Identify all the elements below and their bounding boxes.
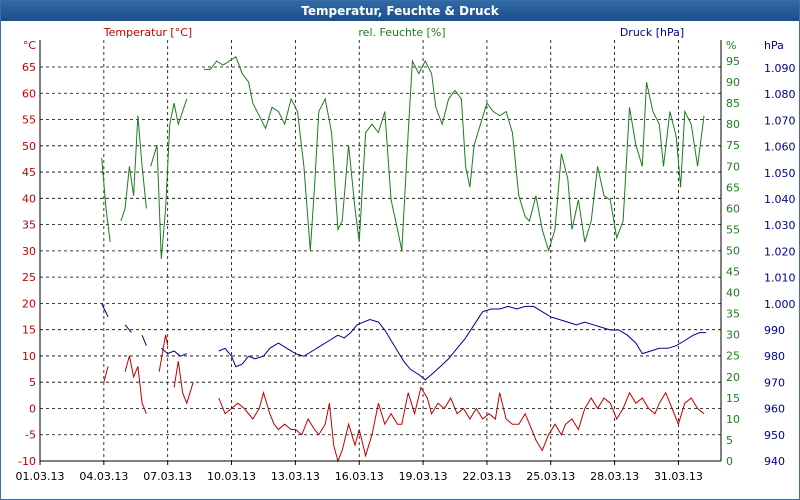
x-tick-label: 28.03.13 <box>590 470 639 483</box>
unit-temperature: °C <box>23 39 37 52</box>
x-tick-label: 04.03.13 <box>79 470 128 483</box>
humidity-tick-label: 70 <box>726 160 740 173</box>
humidity-tick-label: 50 <box>726 244 740 257</box>
humidity-tick-label: 90 <box>726 76 740 89</box>
temp-tick-label: 30 <box>22 245 36 258</box>
series-line-right <box>218 305 707 381</box>
pressure-tick-label: 970 <box>764 376 785 389</box>
humidity-tick-label: 75 <box>726 139 740 152</box>
temp-tick-label: 35 <box>22 219 36 232</box>
humidity-tick-label: 0 <box>726 455 733 468</box>
series-line-left <box>124 355 147 414</box>
temp-tick-label: 45 <box>22 166 36 179</box>
pressure-tick-label: 1.080 <box>764 88 796 101</box>
x-tick-label: 19.03.13 <box>399 470 448 483</box>
pressure-tick-label: 960 <box>764 403 785 416</box>
axes-group <box>39 40 722 462</box>
temp-tick-label: 10 <box>22 350 36 363</box>
humidity-tick-label: 80 <box>726 118 740 131</box>
series-line-middle <box>150 98 188 259</box>
x-tick-label: 25.03.13 <box>526 470 575 483</box>
humidity-tick-label: 5 <box>726 434 733 447</box>
pressure-tick-label: 1.020 <box>764 245 796 258</box>
series-line-left <box>103 366 109 383</box>
pressure-tick-label: 940 <box>764 455 785 468</box>
pressure-tick-label: 1.000 <box>764 298 796 311</box>
series-line-left <box>173 361 194 405</box>
temp-tick-label: 0 <box>29 402 36 415</box>
temp-tick-label: 60 <box>22 87 36 100</box>
series-line-middle <box>120 115 147 222</box>
temp-tick-label: -10 <box>18 455 36 468</box>
temp-tick-label: 55 <box>22 114 36 127</box>
humidity-tick-label: 85 <box>726 97 740 110</box>
humidity-tick-label: 15 <box>726 392 740 405</box>
x-tick-label: 10.03.13 <box>207 470 256 483</box>
pressure-tick-label: 980 <box>764 350 785 363</box>
series-line-right <box>160 347 187 357</box>
unit-pressure: hPa <box>764 39 784 52</box>
temp-tick-label: 40 <box>22 192 36 205</box>
temp-tick-label: 20 <box>22 297 36 310</box>
humidity-tick-label: 25 <box>726 350 740 363</box>
x-tick-label: 13.03.13 <box>271 470 320 483</box>
humidity-tick-label: 40 <box>726 287 740 300</box>
humidity-tick-label: 30 <box>726 329 740 342</box>
temp-tick-label: 50 <box>22 140 36 153</box>
series-line-right <box>101 303 109 318</box>
series-group <box>101 56 707 463</box>
series-line-left <box>158 334 169 372</box>
pressure-tick-label: 1.070 <box>764 114 796 127</box>
axis-title-temperature: Temperatur [°C] <box>103 26 192 39</box>
series-line-middle <box>203 56 705 253</box>
temp-tick-label: -5 <box>25 429 36 442</box>
humidity-tick-label: 20 <box>726 371 740 384</box>
pressure-tick-label: 1.060 <box>764 141 796 154</box>
axis-title-humidity: rel. Feuchte [%] <box>358 26 445 39</box>
x-tick-label: 31.03.13 <box>654 470 703 483</box>
x-tick-label: 16.03.13 <box>335 470 384 483</box>
humidity-tick-label: 35 <box>726 308 740 321</box>
temp-tick-label: 25 <box>22 271 36 284</box>
humidity-tick-label: 45 <box>726 266 740 279</box>
pressure-tick-label: 1.050 <box>764 167 796 180</box>
series-line-left <box>218 386 705 463</box>
pressure-tick-label: 1.010 <box>764 272 796 285</box>
pressure-tick-label: 950 <box>764 429 785 442</box>
pressure-tick-label: 990 <box>764 324 785 337</box>
window-title: Temperatur, Feuchte & Druck <box>1 1 799 21</box>
temp-tick-label: 65 <box>22 61 36 74</box>
x-tick-label: 07.03.13 <box>143 470 192 483</box>
temp-tick-label: 5 <box>29 376 36 389</box>
pressure-tick-label: 1.040 <box>764 193 796 206</box>
series-line-middle <box>101 157 111 243</box>
humidity-tick-label: 65 <box>726 181 740 194</box>
humidity-tick-label: 60 <box>726 202 740 215</box>
pressure-tick-label: 1.090 <box>764 62 796 75</box>
humidity-tick-label: 95 <box>726 55 740 68</box>
series-line-right <box>141 335 147 346</box>
x-tick-label: 01.03.13 <box>16 470 65 483</box>
pressure-tick-label: 1.030 <box>764 219 796 232</box>
humidity-tick-label: 55 <box>726 223 740 236</box>
x-tick-label: 22.03.13 <box>462 470 511 483</box>
unit-humidity: % <box>726 39 736 52</box>
axis-title-pressure: Druck [hPa] <box>620 26 684 39</box>
series-line-right <box>124 324 132 333</box>
humidity-tick-label: 10 <box>726 413 740 426</box>
temp-tick-label: 15 <box>22 324 36 337</box>
